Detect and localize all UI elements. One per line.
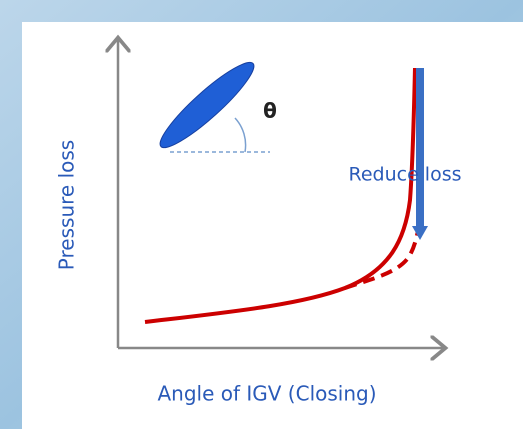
annotation: Reduce loss (348, 164, 461, 186)
y-axis-label: Pressure loss (55, 140, 79, 270)
panel (22, 22, 523, 429)
arrow-shaft (416, 68, 424, 228)
diagram: θ Reduce loss Pressure loss Angle of IGV… (0, 0, 523, 429)
x-axis-label: Angle of IGV (Closing) (157, 382, 376, 406)
angle-symbol: θ (263, 99, 277, 123)
